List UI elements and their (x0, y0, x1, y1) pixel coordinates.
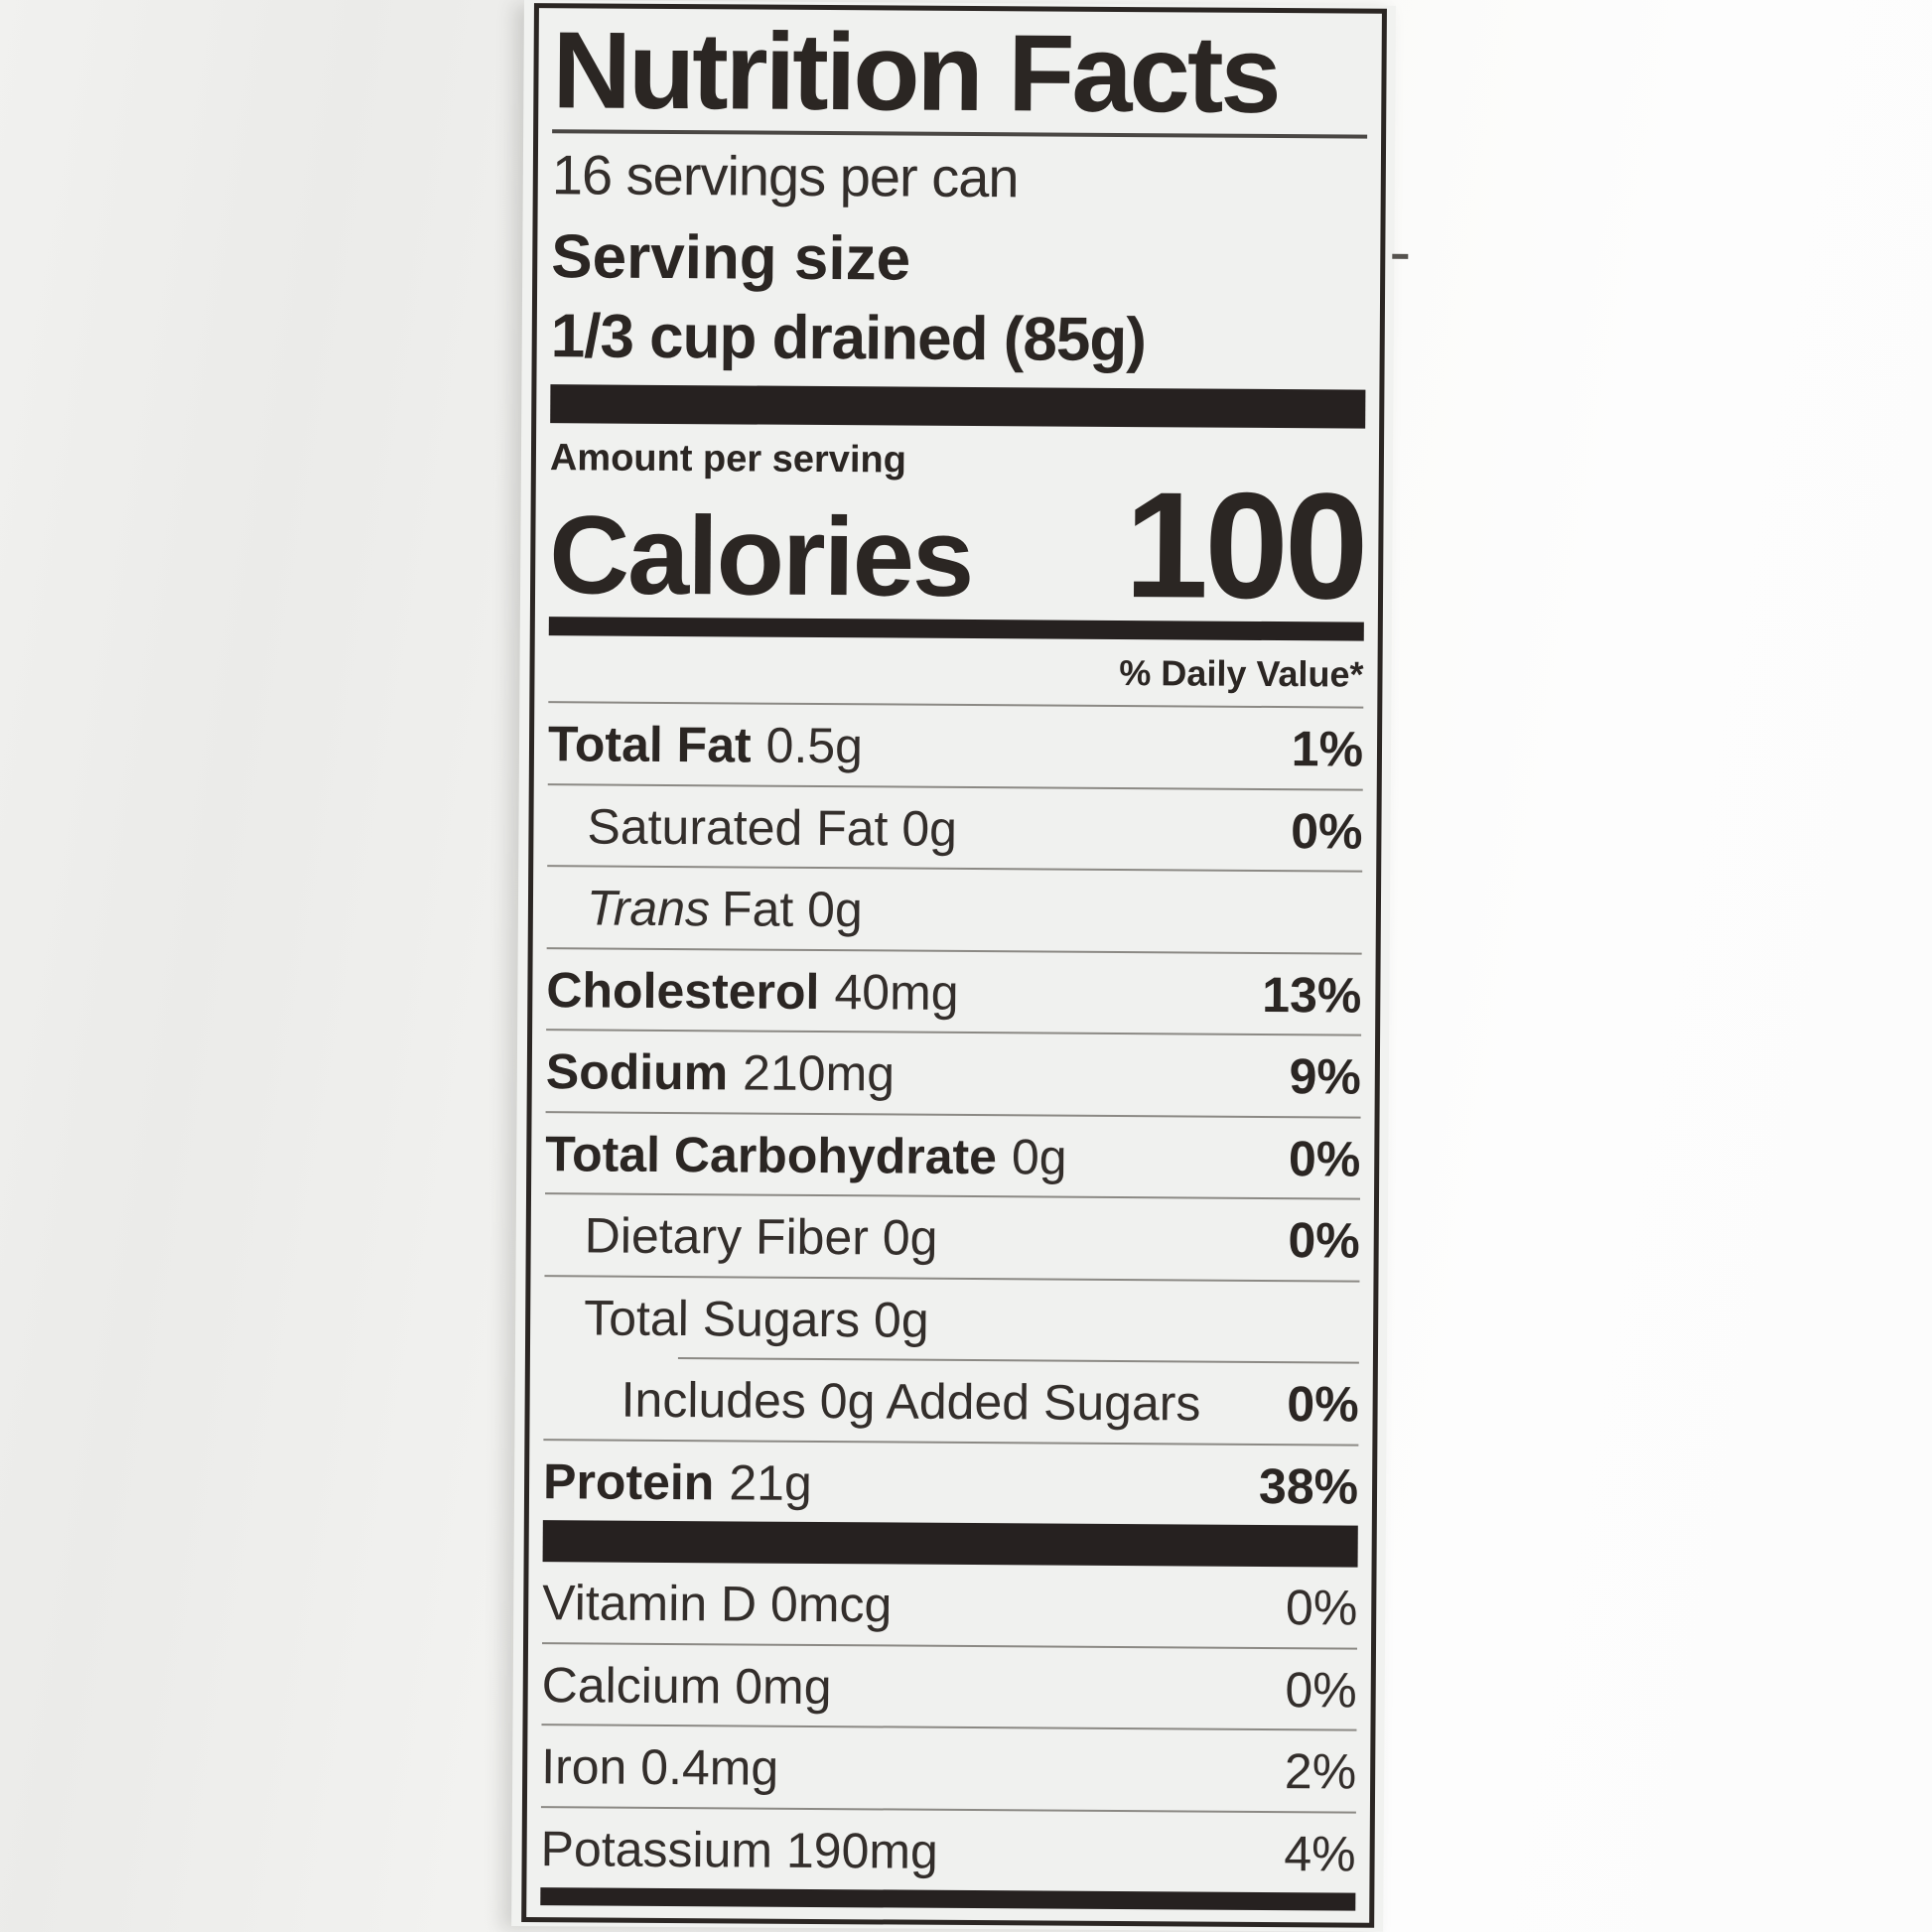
nutrient-name-amount: Protein 21g (542, 1452, 812, 1511)
nutrient-name-amount: Sodium 210mg (545, 1043, 896, 1102)
micronutrient-row-potassium: Potassium 190mg 4% (540, 1805, 1356, 1893)
daily-value: 4% (1284, 1825, 1356, 1882)
daily-value: 0% (1287, 1376, 1359, 1433)
nutrient-name-amount: Saturated Fat 0g (587, 798, 958, 857)
daily-value: 0% (1285, 1661, 1357, 1719)
daily-value: 13% (1262, 966, 1362, 1024)
nutrient-name-amount: Cholesterol 40mg (546, 961, 959, 1021)
nutrient-name-amount: Includes 0g Added Sugars (621, 1371, 1201, 1432)
nutrient-row-total-fat: Total Fat 0.5g 1% (547, 701, 1364, 789)
nutrient-row-trans-fat: Trans Fat 0g (546, 865, 1363, 953)
micronutrient-row-iron: Iron 0.4mg 2% (540, 1724, 1357, 1812)
micronutrient-row-vitamin-d: Vitamin D 0mcg 0% (542, 1562, 1358, 1647)
micronutrient-name: Iron 0.4mg (541, 1738, 779, 1797)
label-title: Nutrition Facts (552, 9, 1280, 137)
nutrient-row-saturated-fat: Saturated Fat 0g 0% (547, 782, 1363, 871)
nutrient-row-total-carbohydrate: Total Carbohydrate 0g 0% (545, 1110, 1361, 1198)
daily-value: 38% (1258, 1457, 1359, 1515)
daily-value-header: % Daily Value* (1119, 652, 1364, 695)
micronutrient-name: Potassium 190mg (540, 1820, 939, 1879)
section-bar-middle (542, 1520, 1358, 1568)
daily-value: 1% (1291, 721, 1364, 777)
micronutrient-name: Vitamin D 0mcg (542, 1575, 893, 1633)
nutrient-row-total-sugars: Total Sugars 0g (543, 1274, 1360, 1362)
nutrient-row-protein: Protein 21g 38% (542, 1438, 1359, 1526)
serving-size-label: Serving size (551, 222, 911, 294)
label-border-box: Nutrition Facts 16 servings per can Serv… (521, 3, 1387, 1928)
nutrient-row-cholesterol: Cholesterol 40mg 13% (546, 946, 1362, 1035)
daily-value: 9% (1289, 1048, 1362, 1105)
nutrient-row-dietary-fiber: Dietary Fiber 0g 0% (544, 1192, 1361, 1281)
nutrient-name-amount: Dietary Fiber 0g (584, 1207, 938, 1266)
daily-value: 0% (1285, 1580, 1358, 1636)
daily-value: 0% (1291, 802, 1363, 860)
calories-value: 100 (1124, 461, 1365, 631)
micronutrient-name: Calcium 0mg (541, 1656, 832, 1715)
micronutrient-row-calcium: Calcium 0mg 0% (541, 1641, 1358, 1729)
nutrient-name-amount: Total Fat 0.5g (547, 716, 864, 774)
scan-artifact-tick (1392, 253, 1409, 259)
calories-row: Calories 100 (548, 461, 1365, 631)
nutrient-name-amount: Trans Fat 0g (586, 880, 863, 938)
daily-value: 0% (1288, 1130, 1361, 1187)
servings-per-container: 16 servings per can (551, 142, 1019, 208)
nutrient-row-sodium: Sodium 210mg 9% (545, 1029, 1362, 1117)
section-bar-top (550, 384, 1366, 429)
nutrient-name-amount: Total Carbohydrate 0g (545, 1125, 1067, 1185)
daily-value: 0% (1288, 1212, 1360, 1269)
nutrient-row-added-sugars: Includes 0g Added Sugars 0% (543, 1358, 1359, 1444)
nutrition-facts-label: Nutrition Facts 16 servings per can Serv… (511, 0, 1409, 1932)
daily-value: 2% (1284, 1743, 1357, 1800)
serving-size-value: 1/3 cup drained (85g) (550, 301, 1147, 374)
calories-label: Calories (548, 492, 973, 621)
nutrient-name-amount: Total Sugars 0g (584, 1290, 929, 1348)
